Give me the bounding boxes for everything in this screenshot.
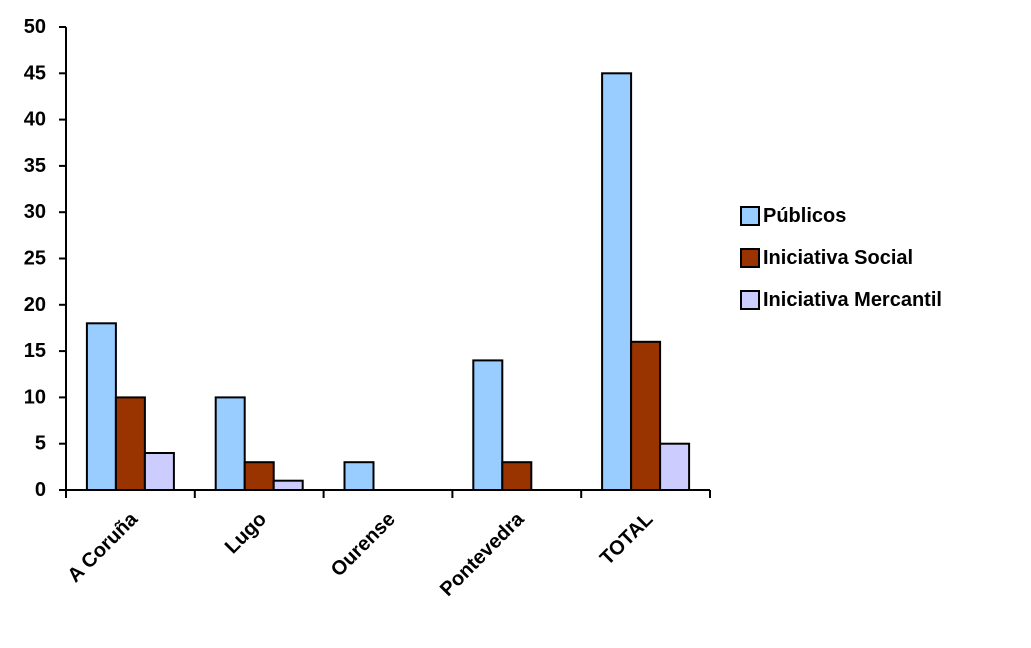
y-tick-label: 15 <box>24 340 46 362</box>
y-tick-label: 20 <box>24 294 46 316</box>
bar-3-1 <box>501 461 533 492</box>
y-tick-label: 30 <box>24 201 46 223</box>
legend-swatch <box>740 290 760 310</box>
legend-label: Iniciativa Social <box>763 247 913 269</box>
bar-4-1 <box>630 340 662 491</box>
x-tick-label: Pontevedra <box>436 508 529 601</box>
bar-0-0 <box>85 322 117 491</box>
bar-1-1 <box>243 461 275 492</box>
x-tick-label: Lugo <box>221 508 271 558</box>
y-tick-label: 25 <box>24 248 46 270</box>
x-tick-label: A Coruña <box>64 508 143 587</box>
bar-4-2 <box>659 442 691 492</box>
y-tick-label: 35 <box>24 155 46 177</box>
bar-3-0 <box>472 359 504 491</box>
bars-layer <box>85 72 691 492</box>
y-tick-label: 10 <box>24 386 46 408</box>
y-tick-label: 40 <box>24 109 46 131</box>
x-tick-label: TOTAL <box>596 508 657 569</box>
y-axis-ticks: 0 5 10 15 20 25 30 35 40 45 50 <box>24 16 66 501</box>
x-tick-label: Ourense <box>327 508 400 581</box>
y-tick-label: 45 <box>24 62 46 84</box>
y-tick-label: 5 <box>35 433 46 455</box>
legend: Públicos Iniciativa Social Iniciativa Merc… <box>740 205 942 311</box>
x-axis-labels: A Coruña Lugo Ourense Pontevedra TOTAL <box>64 508 658 601</box>
legend-label: Iniciativa Mercantil <box>763 289 942 311</box>
bar-0-2 <box>143 452 175 491</box>
y-tick-label: 50 <box>24 16 46 38</box>
bar-0-1 <box>114 396 146 491</box>
legend-swatch <box>740 248 760 268</box>
bar-1-0 <box>214 396 246 491</box>
bar-1-2 <box>272 479 304 492</box>
bar-2-0 <box>343 461 375 492</box>
legend-label: Públicos <box>763 205 846 227</box>
y-tick-label: 0 <box>35 479 46 501</box>
legend-swatch <box>740 206 760 226</box>
bar-4-0 <box>601 72 633 492</box>
